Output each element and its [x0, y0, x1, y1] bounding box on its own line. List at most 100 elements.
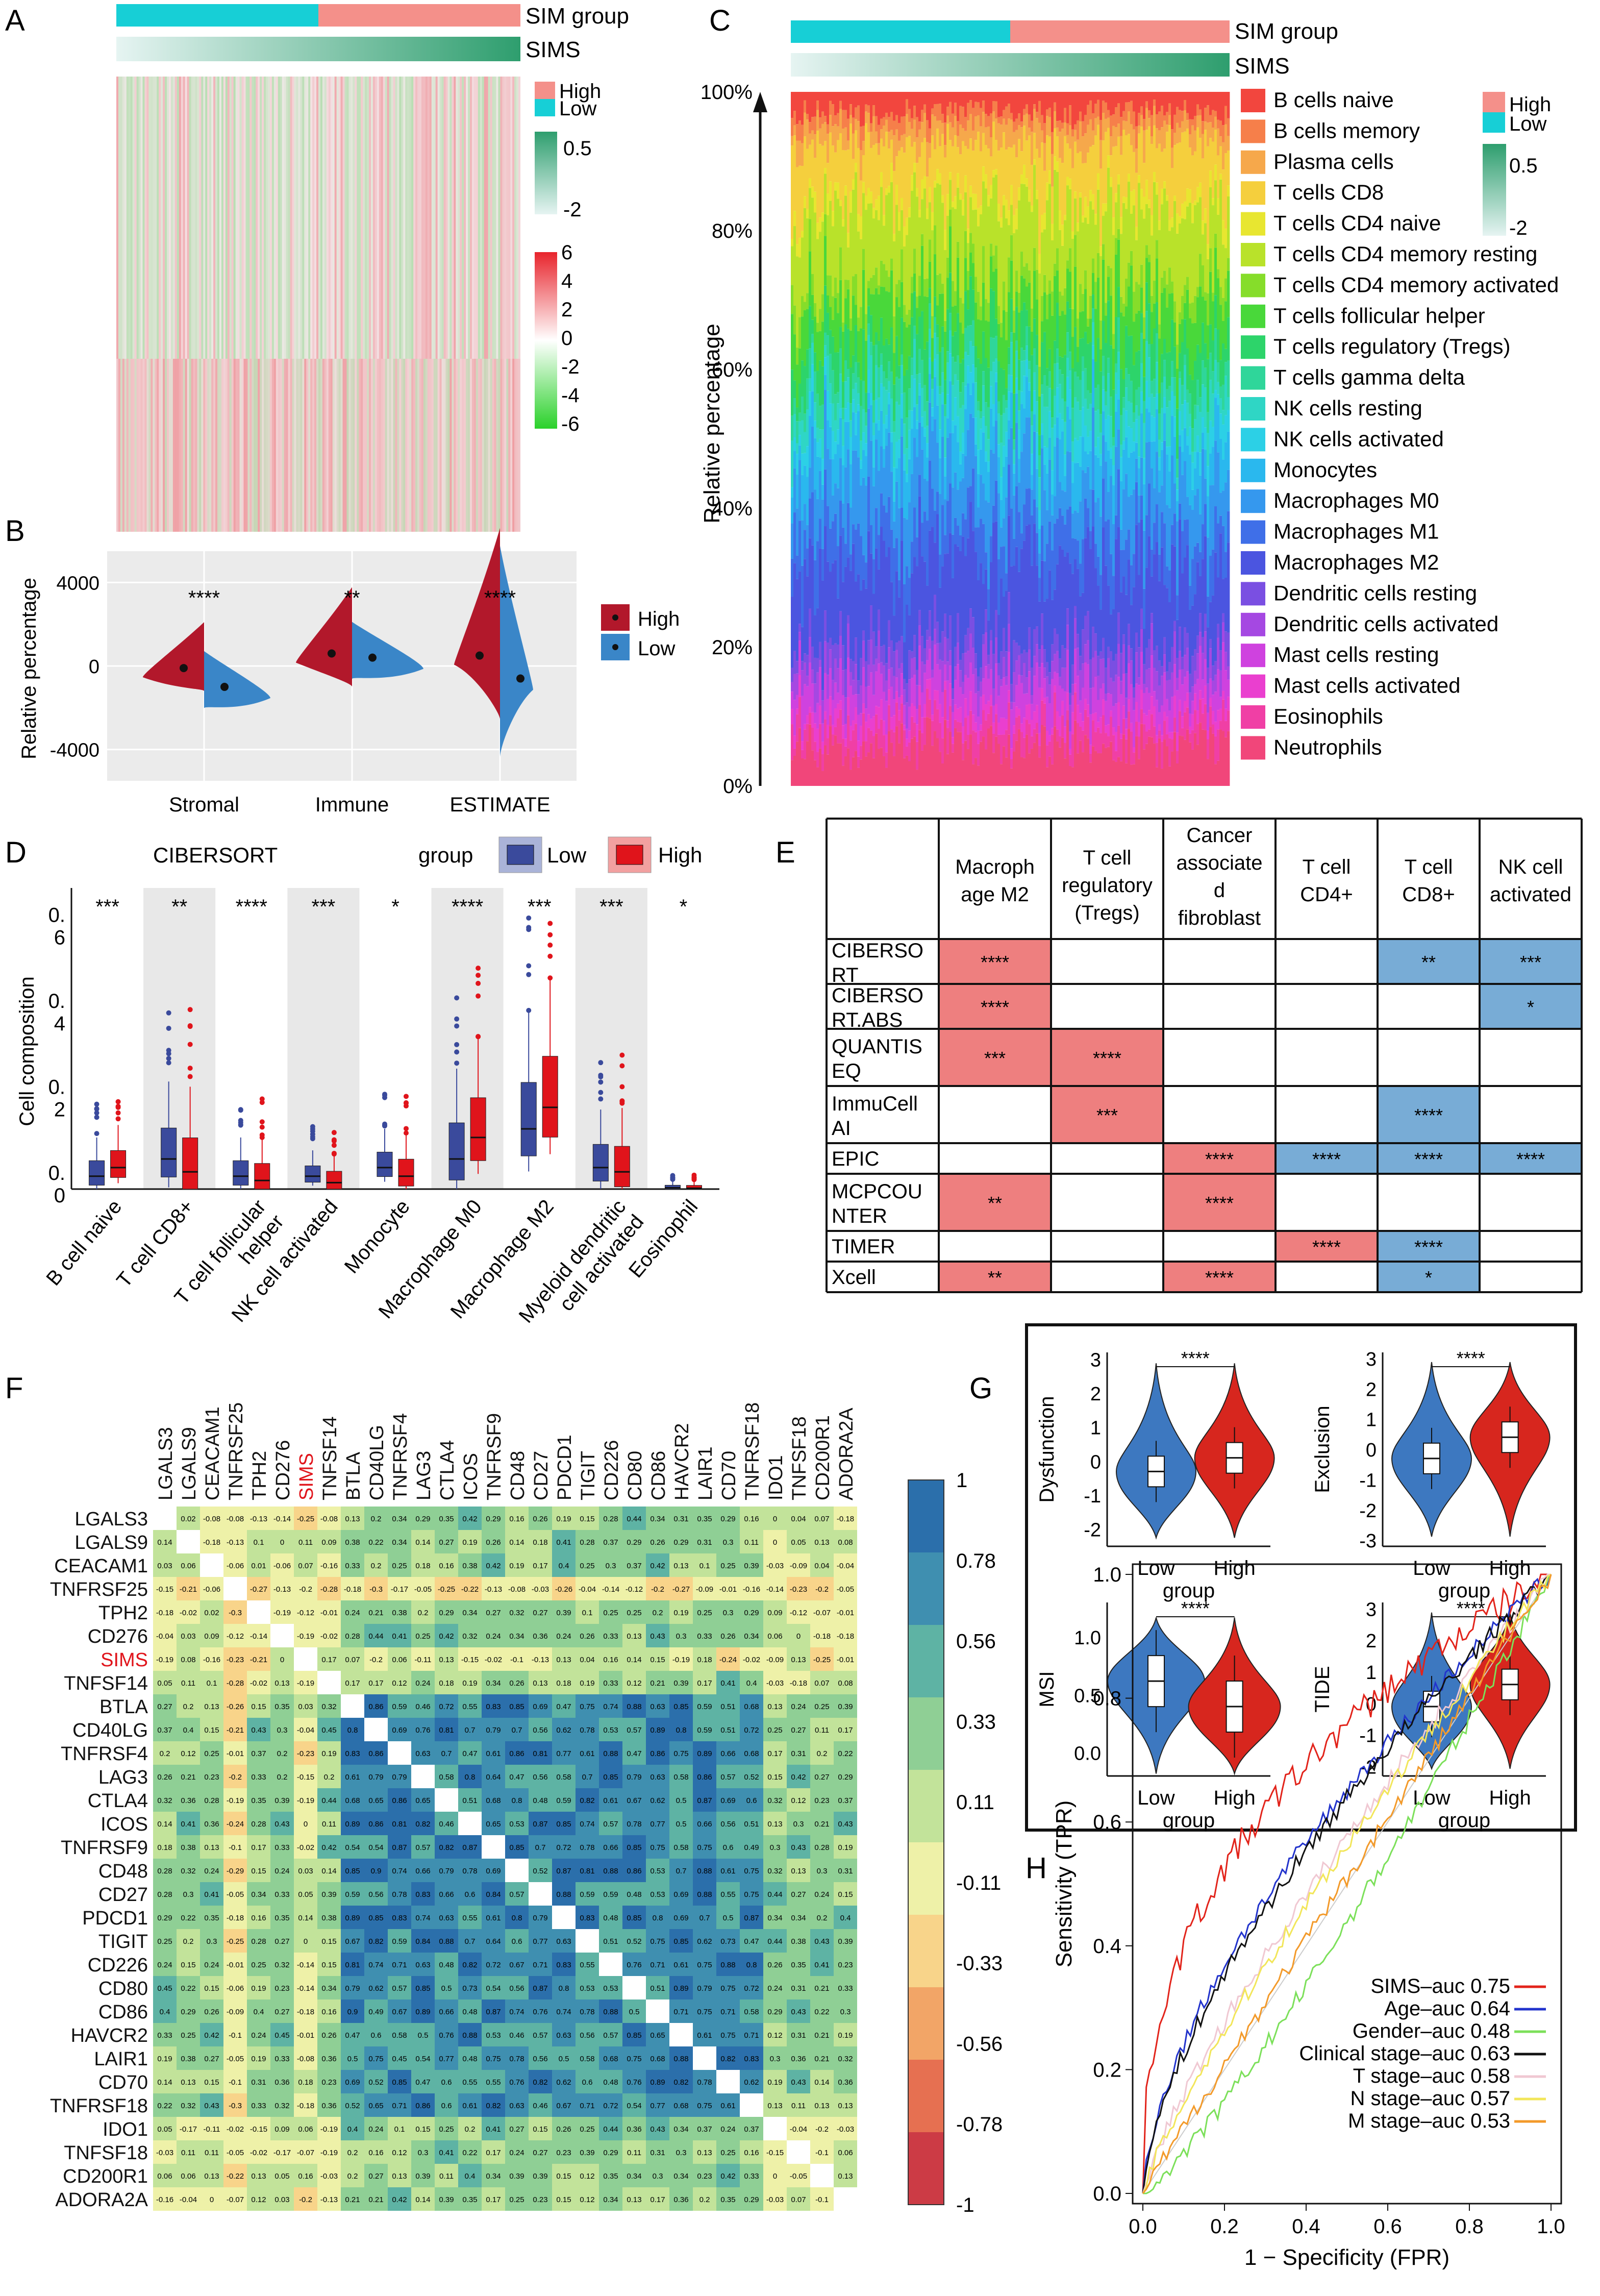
- stack-segment: [1010, 702, 1013, 710]
- stack-segment: [990, 137, 993, 157]
- stack-segment: [1046, 599, 1049, 662]
- stack-segment: [898, 640, 901, 669]
- stack-segment: [929, 699, 932, 719]
- stack-segment: [1181, 319, 1184, 342]
- stack-segment: [911, 703, 914, 717]
- stack-segment: [934, 225, 937, 255]
- legend-label: T cells gamma delta: [1273, 365, 1465, 389]
- corr-cell: [177, 1600, 200, 1624]
- stack-segment: [865, 686, 868, 709]
- stack-segment: [926, 401, 929, 426]
- stack-segment: [829, 459, 832, 529]
- stack-segment: [939, 643, 942, 660]
- stack-segment: [1181, 430, 1184, 452]
- stack-segment: [1046, 407, 1049, 448]
- stack-segment: [1186, 497, 1189, 520]
- stack-segment: [1041, 613, 1044, 646]
- stack-segment: [1207, 683, 1210, 713]
- stack-segment: [1115, 675, 1118, 704]
- stack-segment: [1077, 569, 1080, 634]
- stack-segment: [1186, 92, 1189, 113]
- stack-segment: [990, 243, 993, 257]
- stack-segment: [1066, 509, 1069, 553]
- stack-segment: [809, 133, 812, 145]
- significance-cell: *: [1425, 1267, 1432, 1288]
- stack-segment: [936, 337, 939, 355]
- stack-segment: [1102, 683, 1105, 700]
- stack-segment: [1133, 554, 1136, 587]
- stack-segment: [959, 323, 962, 363]
- stack-segment: [985, 188, 988, 300]
- stack-segment: [1054, 672, 1057, 686]
- stack-segment: [1130, 213, 1133, 251]
- cell-fill: [1163, 1174, 1276, 1231]
- stack-segment: [972, 617, 975, 648]
- stack-segment: [1074, 141, 1077, 192]
- stack-segment: [1224, 442, 1228, 483]
- stack-segment: [1191, 559, 1194, 606]
- stack-segment: [872, 422, 876, 436]
- cell-fill: [939, 1174, 1051, 1231]
- stack-segment: [997, 221, 1001, 306]
- stack-segment: [1087, 704, 1090, 717]
- outlier-point: [94, 1115, 99, 1120]
- corr-cell: [435, 1530, 458, 1553]
- stack-segment: [801, 758, 804, 786]
- stack-segment: [1003, 281, 1006, 310]
- corr-value: 0.14: [157, 1538, 172, 1547]
- legend-swatch: [1241, 612, 1265, 636]
- stack-segment: [1031, 489, 1034, 515]
- stack-segment: [1069, 731, 1072, 749]
- stack-segment: [1166, 92, 1169, 112]
- stack-segment: [946, 638, 949, 662]
- stack-segment: [1184, 557, 1187, 628]
- stack-segment: [1031, 736, 1034, 749]
- stack-segment: [980, 92, 983, 108]
- stack-segment: [931, 407, 934, 416]
- stack-segment: [1115, 372, 1118, 394]
- stack-segment: [977, 115, 980, 132]
- heatmap-column: [205, 359, 208, 532]
- stack-segment: [903, 470, 906, 518]
- stack-segment: [1033, 165, 1036, 248]
- heatmap-column: [407, 359, 410, 532]
- stack-segment: [798, 238, 802, 258]
- stack-segment: [954, 647, 957, 667]
- legend-label: Mast cells activated: [1273, 674, 1460, 698]
- stack-segment: [798, 640, 802, 676]
- stack-segment: [1219, 305, 1222, 360]
- stack-segment: [793, 226, 796, 306]
- stack-segment: [959, 154, 962, 194]
- stack-segment: [1110, 345, 1113, 397]
- stack-segment: [1003, 677, 1006, 718]
- stack-segment: [1000, 125, 1003, 148]
- stack-segment: [913, 675, 916, 706]
- stack-segment: [1038, 746, 1041, 758]
- stack-segment: [1219, 650, 1222, 671]
- corr-value: 0.29: [673, 1538, 688, 1547]
- stack-segment: [1153, 650, 1156, 668]
- stack-segment: [1051, 92, 1054, 132]
- outlier-point: [598, 1060, 604, 1066]
- heatmap-column: [302, 77, 305, 359]
- corr-value: 0.38: [392, 1609, 407, 1617]
- stack-segment: [862, 329, 865, 381]
- stack-segment: [936, 120, 939, 129]
- heatmap-column: [239, 359, 242, 532]
- stack-segment: [1051, 734, 1054, 764]
- stack-segment: [987, 461, 990, 473]
- stack-segment: [867, 686, 870, 714]
- stack-segment: [880, 662, 883, 674]
- heatmap-column: [183, 77, 185, 359]
- stack-segment: [1087, 326, 1090, 344]
- stack-segment: [862, 141, 865, 155]
- legend-swatch: [1241, 89, 1265, 112]
- stack-segment: [1112, 465, 1115, 485]
- stack-segment: [1082, 311, 1085, 338]
- stack-segment: [1026, 104, 1029, 114]
- heatmap-column: [124, 77, 127, 359]
- legend-swatch: [1241, 243, 1265, 266]
- stack-segment: [834, 277, 837, 298]
- stack-segment: [901, 116, 904, 135]
- significance-cell: ****: [1205, 1149, 1234, 1170]
